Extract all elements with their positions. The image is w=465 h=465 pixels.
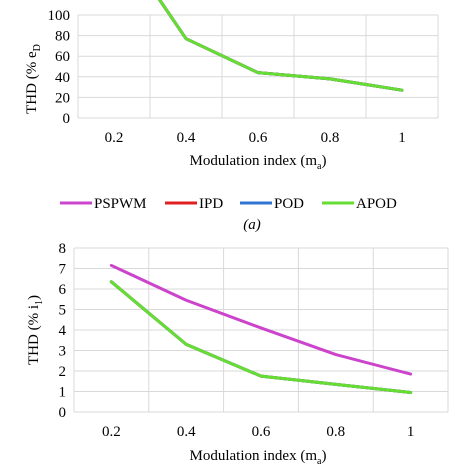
top-x-tick-label: 1: [398, 130, 406, 146]
bottom-x-tick-label: 0.6: [252, 424, 271, 440]
legend-label-pspwm: PSPWM: [94, 196, 147, 212]
bottom-y-tick-label: 4: [59, 323, 67, 339]
legend-label-pod: POD: [274, 196, 304, 212]
bottom-y-tick-label: 5: [59, 303, 67, 319]
top-gridlines: [77, 14, 439, 119]
bottom-y-tick-label: 3: [59, 344, 67, 360]
bottom-y-tick-label: 6: [59, 282, 67, 298]
bottom-x-axis-label-sub: a: [317, 456, 322, 465]
bottom-x-tick-labels: 0.2 0.4 0.6 0.8 1: [102, 424, 414, 440]
bottom-y-tick-labels: 0 1 2 3 4 5 6 7 8: [59, 241, 67, 421]
bottom-x-axis-label-end: ): [321, 448, 326, 464]
top-y-axis-label-sub: D: [32, 44, 43, 51]
top-x-tick-label: 0.2: [105, 130, 124, 146]
bottom-y-tick-label: 0: [59, 405, 67, 421]
bottom-y-axis-label-end: ): [26, 295, 42, 300]
top-series-apod: [157, 0, 404, 92]
top-y-tick-label: 0: [63, 111, 71, 127]
bottom-series-group: [109, 263, 413, 395]
legend: PSPWM IPD POD APOD: [60, 196, 397, 212]
bottom-x-tick-label: 0.4: [177, 424, 196, 440]
bottom-y-tick-label: 7: [59, 262, 67, 278]
bottom-x-tick-label: 1: [407, 424, 415, 440]
top-y-axis-label-main: THD (% e: [24, 51, 40, 114]
top-y-tick-labels: 0 20 40 60 80 100: [48, 8, 71, 127]
bottom-x-tick-label: 0.8: [326, 424, 345, 440]
legend-label-apod: APOD: [356, 196, 397, 212]
top-x-axis-label-main: Modulation index (m: [190, 153, 318, 169]
bottom-x-axis-label-main: Modulation index (m: [190, 448, 318, 464]
bottom-y-tick-label: 2: [59, 364, 67, 380]
top-y-tick-label: 100: [48, 8, 71, 24]
top-y-tick-label: 80: [55, 29, 70, 45]
bottom-series-apod: [109, 280, 413, 395]
top-y-tick-label: 40: [55, 70, 70, 86]
bottom-y-axis-label-main: THD (% i: [26, 305, 42, 365]
bottom-gridlines: [73, 247, 449, 413]
top-series-group: [157, 0, 404, 92]
top-x-axis-label-end: ): [321, 153, 326, 169]
bottom-y-axis-label-sub: 1: [34, 300, 45, 305]
top-x-tick-label: 0.8: [321, 130, 340, 146]
top-x-axis-label-sub: a: [317, 161, 322, 172]
top-x-tick-label: 0.4: [177, 130, 196, 146]
bottom-series-pspwm: [109, 263, 413, 376]
chart-top: 0 20 40 60 80 100 0.2 0.4 0.6 0.8 1 THD (% eD Mod…: [24, 0, 439, 172]
bottom-x-tick-label: 0.2: [102, 424, 121, 440]
caption-a: (a): [243, 217, 261, 233]
top-y-tick-label: 20: [55, 90, 70, 106]
bottom-x-axis-label: Modulation index (ma): [190, 448, 327, 465]
top-y-tick-label: 60: [55, 49, 70, 65]
bottom-y-tick-label: 1: [59, 385, 67, 401]
top-x-tick-label: 0.6: [249, 130, 268, 146]
bottom-y-tick-label: 8: [59, 241, 67, 257]
top-y-axis-label: THD (% eD: [24, 44, 43, 114]
top-x-tick-labels: 0.2 0.4 0.6 0.8 1: [105, 130, 406, 146]
bottom-y-axis-label: THD (% i1): [26, 295, 45, 365]
top-x-axis-label: Modulation index (ma): [190, 153, 327, 172]
legend-label-ipd: IPD: [199, 196, 223, 212]
